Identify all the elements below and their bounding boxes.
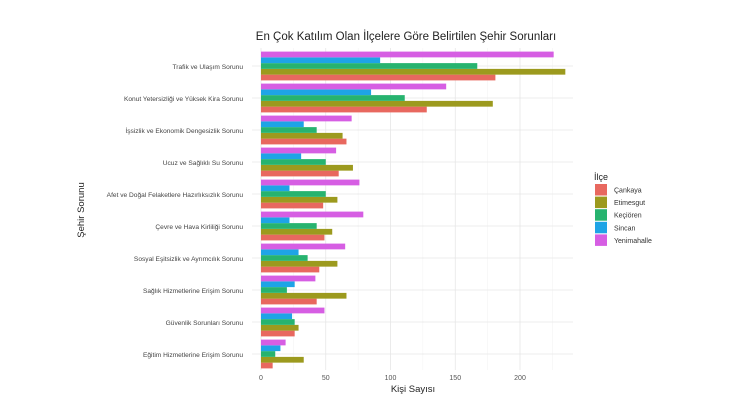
bar-çankaya <box>261 170 339 177</box>
bar-keçiören <box>261 351 276 357</box>
bar-etimesgut <box>261 164 353 171</box>
bar-keçiören <box>261 287 287 293</box>
legend-key-etimesgut <box>595 196 607 209</box>
bar-keçiören <box>261 223 317 229</box>
bar-çankaya <box>261 138 347 145</box>
bar-etimesgut <box>261 196 338 203</box>
bar-sincan <box>261 217 290 224</box>
legend-label: Çankaya <box>614 188 642 195</box>
bar-sincan <box>261 249 299 256</box>
bar-yenimahalle <box>261 211 364 218</box>
y-tick-label: Konut Yetersizliği ve Yüksek Kira Sorunu <box>124 96 243 103</box>
bar-çankaya <box>261 74 496 81</box>
bar-sincan <box>261 185 290 192</box>
y-tick-labels: Trafik ve Ulaşım Sorunu Konut Yetersizliğ… <box>107 64 244 359</box>
legend-label: Yenimahalle <box>614 238 652 245</box>
y-tick-label: İşsizlik ve Ekonomik Dengesizlik Sorunu <box>125 126 243 135</box>
bar-yenimahalle <box>261 339 286 346</box>
bar-keçiören <box>261 95 405 101</box>
bar-yenimahalle <box>261 275 316 282</box>
legend-title: İlçe <box>594 172 608 182</box>
bar-etimesgut <box>261 132 343 139</box>
bar-sincan <box>261 313 293 320</box>
bar-etimesgut <box>261 260 338 267</box>
bar-keçiören <box>261 255 308 261</box>
x-axis-title: Kişi Sayısı <box>391 384 435 395</box>
bar-sincan <box>261 121 304 128</box>
bar-yenimahalle <box>261 115 352 122</box>
y-tick-label: Sosyal Eşitsizlik ve Ayrımcılık Sorunu <box>134 256 243 263</box>
bar-keçiören <box>261 159 326 165</box>
bar-etimesgut <box>261 324 299 331</box>
bar-yenimahalle <box>261 179 360 186</box>
bar-sincan <box>261 57 381 64</box>
legend-key-sincan <box>595 221 607 234</box>
bar-çankaya <box>261 202 324 209</box>
bar-çankaya <box>261 266 320 273</box>
x-tick-label: 0 <box>259 375 263 382</box>
y-tick-label: Afet ve Doğal Felaketlere Hazırlıksızlık… <box>107 192 244 199</box>
bar-yenimahalle <box>261 243 346 250</box>
y-tick-label: Güvenlik Sorunları Sorunu <box>166 320 244 327</box>
legend-key-yenimahalle <box>595 234 607 246</box>
legend-key-keçiören <box>595 209 607 221</box>
bar-çankaya <box>261 106 427 113</box>
x-tick-labels: 0 50 100 150 200 <box>259 375 526 382</box>
bar-çankaya <box>261 298 317 305</box>
legend-label: Etimesgut <box>614 200 645 207</box>
y-tick-label: Ucuz ve Sağlıklı Su Sorunu <box>163 160 244 167</box>
bar-etimesgut <box>261 292 347 299</box>
y-tick-label: Sağlık Hizmetlerine Erişim Sorunu <box>143 288 243 295</box>
bar-keçiören <box>261 127 317 133</box>
legend-label: Sincan <box>614 225 636 232</box>
bar-yenimahalle <box>261 51 554 58</box>
bar-çankaya <box>261 362 273 369</box>
bar-sincan <box>261 281 295 288</box>
legend-key-çankaya <box>595 184 607 196</box>
legend-label: Keçiören <box>614 213 642 220</box>
bar-çankaya <box>261 234 325 241</box>
bar-etimesgut <box>261 228 333 235</box>
bars <box>261 51 566 369</box>
x-tick-label: 50 <box>322 375 330 382</box>
bar-etimesgut <box>261 68 566 75</box>
bar-keçiören <box>261 191 326 197</box>
bar-sincan <box>261 153 302 160</box>
bar-çankaya <box>261 330 295 337</box>
y-tick-label: Eğitim Hizmetlerine Erişim Sorunu <box>143 352 243 359</box>
bar-yenimahalle <box>261 307 325 314</box>
y-axis-title: Şehir Sorunu <box>76 182 87 237</box>
y-tick-label: Çevre ve Hava Kirliliği Sorunu <box>155 224 243 231</box>
x-tick-label: 200 <box>514 375 526 382</box>
y-tick-label: Trafik ve Ulaşım Sorunu <box>173 64 244 71</box>
bar-keçiören <box>261 63 478 69</box>
x-tick-label: 100 <box>385 375 397 382</box>
bar-etimesgut <box>261 356 304 363</box>
bar-sincan <box>261 345 281 352</box>
bar-yenimahalle <box>261 147 337 154</box>
bar-etimesgut <box>261 100 493 107</box>
chart-title: En Çok Katılım Olan İlçelere Göre Belirt… <box>256 30 556 43</box>
bar-keçiören <box>261 319 295 325</box>
bar-sincan <box>261 89 372 96</box>
legend: İlçe Çankaya Etimesgut Keçiören Sincan Yenim… <box>594 172 652 246</box>
bar-yenimahalle <box>261 83 447 90</box>
x-tick-label: 150 <box>449 375 461 382</box>
